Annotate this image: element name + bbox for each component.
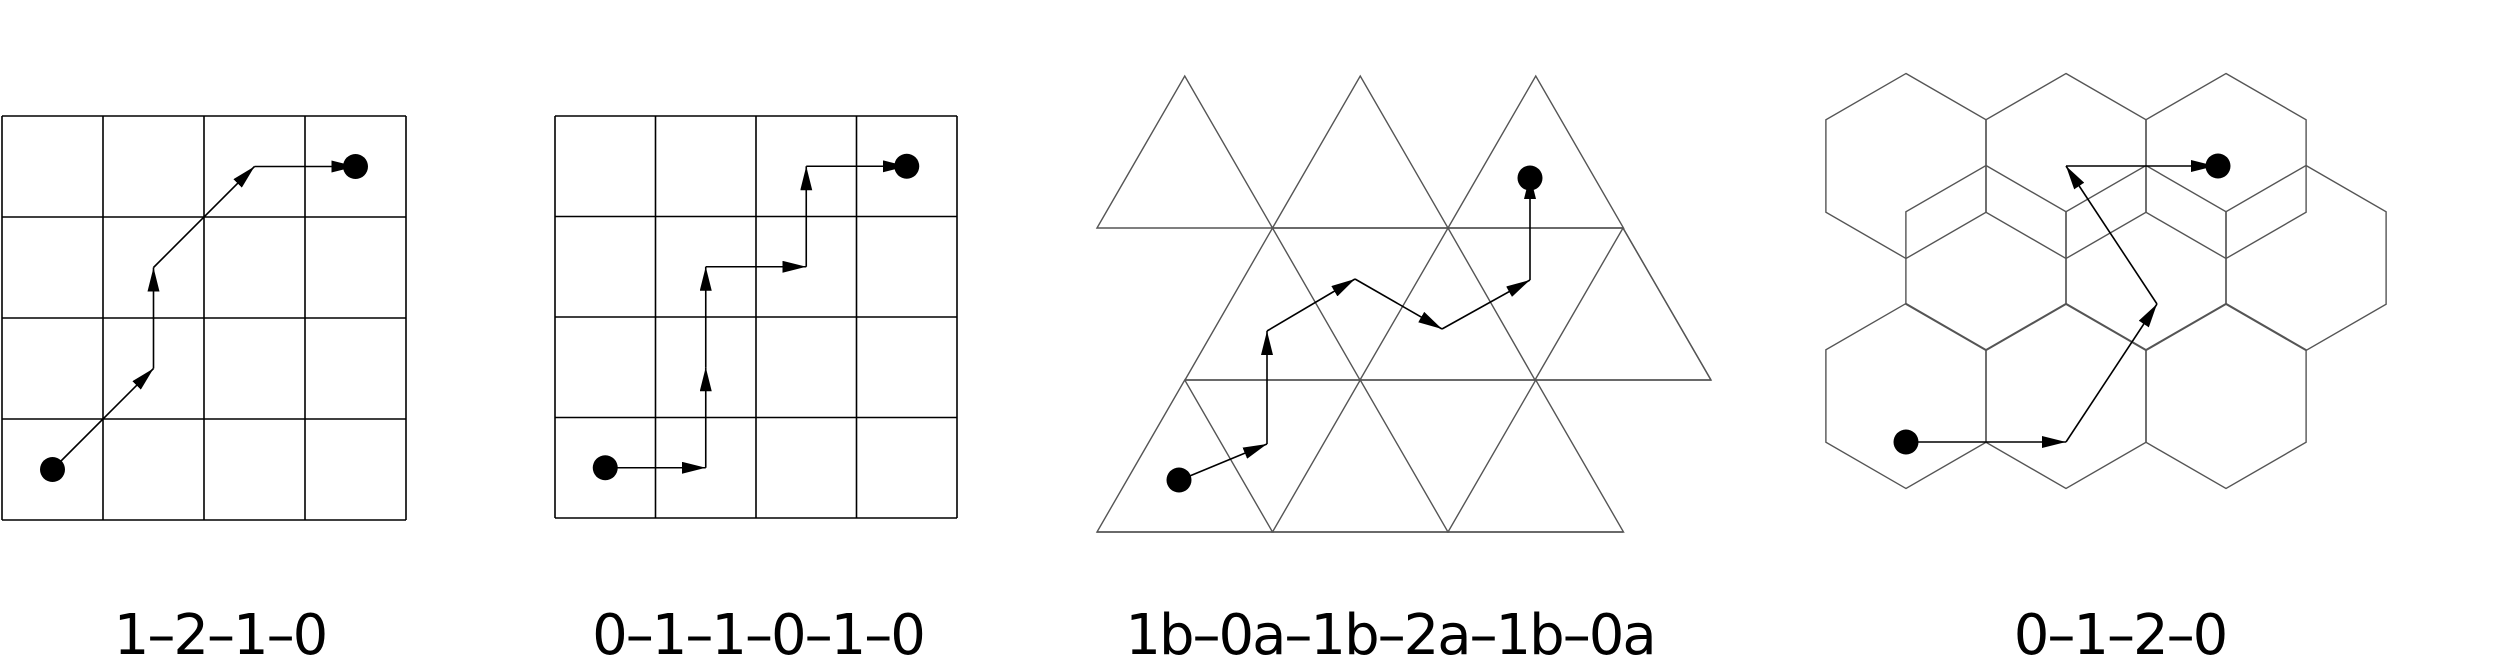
triangle-cell [1446,74,1625,229]
hexagon-cell [2145,302,2307,490]
path-arrow [51,367,155,471]
caption-hexagonal-grid: 0–1–2–0 [2013,603,2229,668]
end-dot [343,154,368,179]
path-arrow [2065,165,2158,305]
start-dot [40,457,65,482]
triangle-cell [1358,226,1537,381]
end-dot [894,153,920,179]
caption-square-grid-diagonal: 1–2–1–0 [113,603,329,668]
triangle-cell [1183,226,1362,381]
path-arrow [152,165,256,269]
panel-square-grid-orthogonal [554,115,958,519]
triangle-edge [1622,227,1712,381]
path-arrow [2065,303,2158,443]
panel-square-grid-diagonal [1,115,407,521]
triangle-cell [1271,378,1450,533]
panel-triangular-grid [1095,74,1713,533]
start-dot [1166,467,1192,493]
path-arrow [1179,443,1268,481]
hexagon-cell [1985,302,2147,490]
path-arrow [1354,278,1443,330]
path-arrow [1266,278,1356,332]
triangle-cell [1446,378,1625,533]
triangle-cell [1095,378,1274,533]
caption-square-grid-orthogonal: 0–1–1–0–1–0 [592,603,926,668]
triangle-cell [1095,74,1274,229]
start-dot [1893,429,1919,455]
triangle-cell [1533,226,1713,381]
hexagon-cell [1825,302,1987,490]
end-dot [2205,153,2231,179]
panel-hexagonal-grid [1825,72,2387,490]
end-dot [1517,165,1543,191]
start-dot [592,455,618,481]
caption-triangular-grid: 1b–0a–1b–2a–1b–0a [1125,603,1656,668]
path-arrow [1441,279,1531,330]
triangle-cell [1271,74,1450,229]
